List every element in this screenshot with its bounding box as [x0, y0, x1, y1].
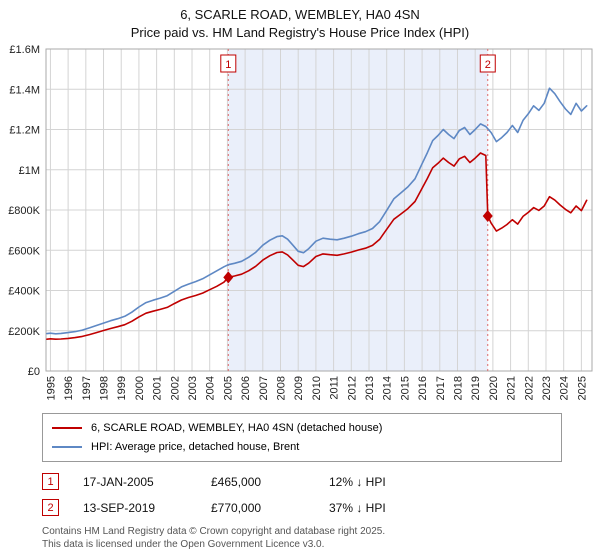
y-tick-label: £1M: [19, 165, 40, 177]
property-series-line: [46, 152, 588, 341]
y-tick-label: £200K: [8, 326, 40, 338]
x-tick-label: 2005: [222, 376, 234, 400]
transaction-1-badge: 1: [42, 473, 59, 491]
x-tick-label: 1997: [81, 376, 93, 400]
sale-event-badge: [220, 54, 237, 73]
transaction-2-badge: 2: [42, 499, 59, 517]
transaction-1-price: £465,000: [211, 474, 262, 489]
sale-marker-diamond: [482, 210, 493, 223]
x-tick-label: 2018: [452, 376, 464, 400]
x-tick-label: 2002: [169, 376, 181, 400]
x-tick-label: 2006: [240, 376, 252, 400]
y-tick-label: £1.6M: [9, 44, 40, 56]
hpi-series-line: [46, 87, 588, 335]
x-tick-label: 1998: [99, 376, 111, 400]
hpi-line-swatch: [52, 446, 82, 449]
x-tick-label: 2011: [329, 376, 341, 400]
footer-line2: This data is licensed under the Open Gov…: [42, 539, 325, 551]
x-tick-label: 2016: [417, 376, 429, 400]
x-tick-label: 2004: [205, 376, 217, 400]
transaction-row: 2 13-SEP-2019 £770,000 37% ↓ HPI: [42, 499, 600, 517]
price-chart[interactable]: 1995 1996 1997 1998 1999 2000 2001 2002 2003 2004…: [0, 41, 600, 409]
x-tick-label: 2000: [134, 376, 146, 400]
plot-border: [45, 48, 593, 372]
property-line-swatch: [52, 427, 82, 430]
x-tick-label: 2017: [435, 376, 447, 400]
sale-event-badge: [479, 54, 496, 73]
x-tick-label: 2008: [276, 376, 288, 400]
y-tick-label: £1.2M: [9, 125, 40, 137]
sale-marker-diamond: [223, 271, 234, 284]
transaction-1-date: 17-JAN-2005: [83, 474, 154, 489]
x-tick-label: 2007: [258, 376, 270, 400]
x-tick-label: 1996: [63, 376, 75, 400]
transaction-2-price: £770,000: [211, 500, 262, 515]
legend-label-hpi: HPI: Average price, detached house, Bren…: [91, 440, 300, 453]
sale-event-badge-label: 2: [485, 59, 491, 71]
transaction-row: 1 17-JAN-2005 £465,000 12% ↓ HPI: [42, 473, 600, 491]
y-tick-label: £800K: [8, 205, 40, 217]
legend-label-property: 6, SCARLE ROAD, WEMBLEY, HA0 4SN (detach…: [91, 422, 383, 435]
transaction-2-date: 13-SEP-2019: [83, 500, 156, 515]
y-tick-label: £400K: [8, 286, 40, 298]
legend-item-hpi: HPI: Average price, detached house, Bren…: [52, 438, 552, 457]
x-tick-label: 1999: [116, 376, 128, 400]
transactions: 1 17-JAN-2005 £465,000 12% ↓ HPI 2 13-SE…: [42, 473, 600, 517]
x-tick-label: 2020: [488, 376, 500, 400]
x-tick-label: 2014: [382, 376, 394, 400]
footer-line1: Contains HM Land Registry data © Crown c…: [42, 526, 386, 538]
x-tick-label: 2001: [152, 376, 164, 400]
x-tick-label: 2013: [364, 376, 376, 400]
legend: 6, SCARLE ROAD, WEMBLEY, HA0 4SN (detach…: [42, 413, 562, 463]
y-tick-label: £1.4M: [9, 84, 40, 96]
license-footer: Contains HM Land Registry data © Crown c…: [42, 525, 600, 551]
y-tick-label: £600K: [8, 245, 40, 257]
x-tick-label: 2023: [541, 376, 553, 400]
x-tick-label: 2021: [506, 376, 518, 400]
x-tick-label: 2024: [559, 376, 571, 400]
legend-item-property: 6, SCARLE ROAD, WEMBLEY, HA0 4SN (detach…: [52, 419, 552, 438]
transaction-2-hpi-diff: 37% ↓ HPI: [329, 500, 386, 515]
sale-event-badge-label: 1: [225, 59, 231, 71]
chart-title-line1: 6, SCARLE ROAD, WEMBLEY, HA0 4SN: [180, 7, 420, 22]
x-tick-label: 1995: [45, 376, 57, 400]
x-tick-label: 2012: [346, 376, 358, 400]
x-tick-label: 2010: [311, 376, 323, 400]
x-tick-label: 2003: [187, 376, 199, 400]
chart-title-line2: Price paid vs. HM Land Registry's House …: [130, 24, 470, 40]
x-tick-label: 2022: [523, 376, 535, 400]
chart-title: 6, SCARLE ROAD, WEMBLEY, HA0 4SN Price p…: [0, 0, 600, 41]
y-tick-label: £0: [28, 366, 40, 378]
x-tick-label: 2019: [470, 376, 482, 400]
x-tick-label: 2025: [576, 376, 588, 400]
x-tick-label: 2009: [293, 376, 305, 400]
x-tick-label: 2015: [399, 376, 411, 400]
transaction-1-hpi-diff: 12% ↓ HPI: [329, 474, 386, 489]
